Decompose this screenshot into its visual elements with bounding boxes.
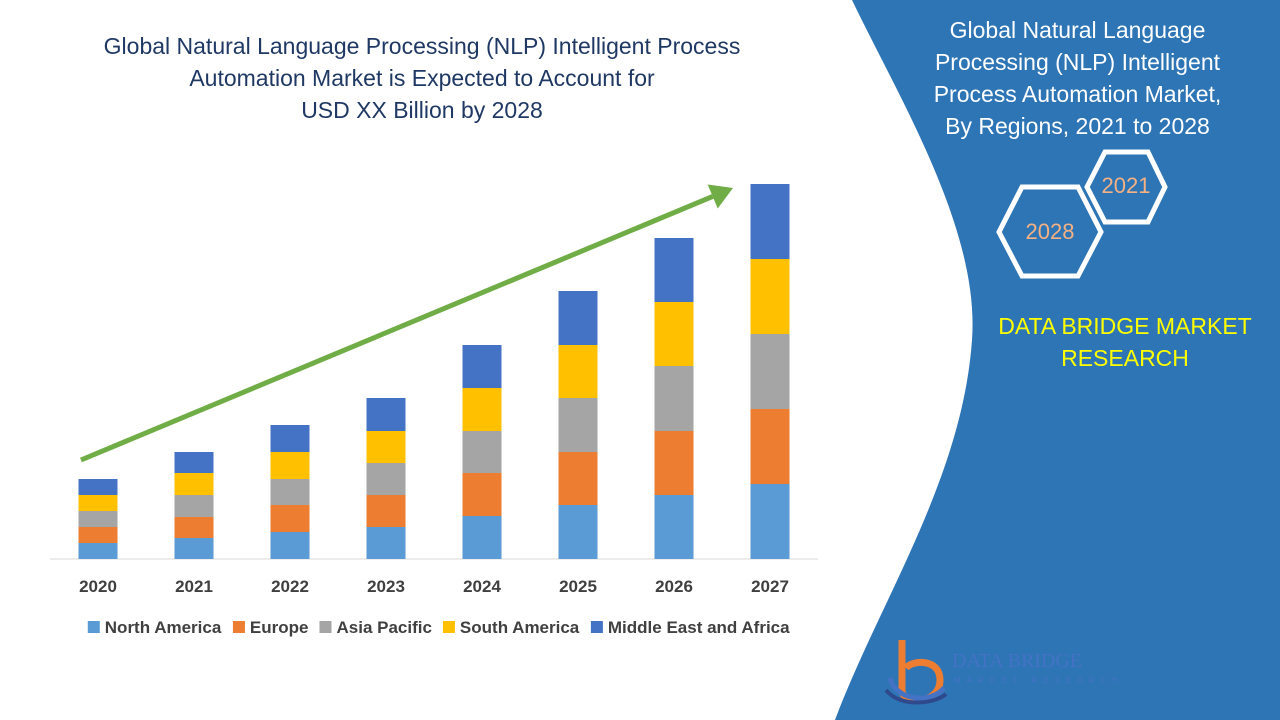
right-panel-shape <box>835 0 1280 720</box>
bar-2026-middle-east-and-africa <box>654 238 694 302</box>
bar-2026-south-america <box>654 302 694 366</box>
x-tick-label: 2026 <box>655 577 693 596</box>
hex-label-2028: 2028 <box>1025 219 1075 244</box>
bar-2027-middle-east-and-africa <box>750 184 790 259</box>
bar-2020-south-america <box>78 495 118 511</box>
legend-swatch-middle-east-and-africa <box>590 621 603 633</box>
bar-2027-north-america <box>750 484 790 559</box>
logo-subtext: MARKET RESEARCH <box>954 676 1124 685</box>
bar-2021-asia-pacific <box>174 495 214 517</box>
bar-2022-europe <box>270 505 310 532</box>
stacked-bar-chart: 2020 2021 2022 2023 2024 2025 2026 2027 North Am… <box>50 184 818 637</box>
bar-2024-europe <box>462 473 502 516</box>
bar-2020-asia-pacific <box>78 511 118 527</box>
bar-2027-south-america <box>750 259 790 334</box>
chart-title-line-2: Automation Market is Expected to Account… <box>189 65 655 91</box>
x-tick-label: 2020 <box>79 577 117 596</box>
legend-label-asia-pacific: Asia Pacific <box>336 618 431 637</box>
legend-swatch-asia-pacific <box>319 621 332 633</box>
bar-2024-middle-east-and-africa <box>462 345 502 388</box>
legend-label-south-america: South America <box>460 618 580 637</box>
legend-swatch-south-america <box>442 621 455 633</box>
logo-text: DATA BRIDGE <box>952 650 1083 672</box>
chart-title-line-1: Global Natural Language Processing (NLP)… <box>103 33 741 59</box>
bar-2022-asia-pacific <box>270 479 310 505</box>
bar-2020-north-america <box>78 543 118 559</box>
x-tick-label: 2022 <box>271 577 309 596</box>
bar-2022-north-america <box>270 532 310 559</box>
bar-2021-middle-east-and-africa <box>174 452 214 473</box>
bar-2026-asia-pacific <box>654 366 694 431</box>
bar-2025-south-america <box>558 345 598 398</box>
bar-2025-middle-east-and-africa <box>558 291 598 345</box>
brand-text-line-2: RESEARCH <box>1061 345 1189 371</box>
bar-2020-middle-east-and-africa <box>78 479 118 495</box>
bar-2023-europe <box>366 495 406 527</box>
x-tick-label: 2023 <box>367 577 405 596</box>
bar-2025-asia-pacific <box>558 398 598 452</box>
hex-label-2021: 2021 <box>1101 173 1151 198</box>
trend-arrow-head <box>707 184 733 209</box>
trend-arrow-line <box>80 194 714 463</box>
hexagon-2028 <box>996 184 1104 279</box>
bar-2026-north-america <box>654 495 694 559</box>
bar-2025-north-america <box>558 505 598 559</box>
chart-title-line-3: USD XX Billion by 2028 <box>301 97 543 123</box>
bar-2024-asia-pacific <box>462 431 502 473</box>
legend-label-europe: Europe <box>250 618 309 637</box>
bar-2023-north-america <box>366 527 406 559</box>
bar-2022-south-america <box>270 452 310 479</box>
x-tick-label: 2021 <box>175 577 213 596</box>
legend-swatch-north-america <box>87 621 100 633</box>
bar-2023-south-america <box>366 431 406 463</box>
bar-2021-europe <box>174 517 214 538</box>
panel-title-line-2: Processing (NLP) Intelligent <box>934 49 1221 75</box>
bar-2023-middle-east-and-africa <box>366 398 406 431</box>
bar-2027-asia-pacific <box>750 334 790 409</box>
chart-title: Global Natural Language Processing (NLP)… <box>60 30 784 126</box>
bar-2022-middle-east-and-africa <box>270 425 310 452</box>
bar-2021-north-america <box>174 538 214 559</box>
bar-2023-asia-pacific <box>366 463 406 495</box>
legend-swatch-europe <box>232 621 245 633</box>
bar-2026-europe <box>654 431 694 495</box>
bar-2024-south-america <box>462 388 502 431</box>
x-tick-label: 2024 <box>463 577 501 596</box>
panel-title-line-1: Global Natural Language <box>949 17 1206 43</box>
brand-text-line-1: DATA BRIDGE MARKET <box>998 313 1252 339</box>
bar-2020-europe <box>78 527 118 543</box>
logo-mark <box>884 640 948 705</box>
x-tick-label: 2027 <box>751 577 789 596</box>
x-tick-label: 2025 <box>559 577 597 596</box>
legend-label-north-america: North America <box>105 618 222 637</box>
panel-title: Global Natural Language Processing (NLP)… <box>900 14 1255 142</box>
brand-text: DATA BRIDGE MARKET RESEARCH <box>980 310 1270 374</box>
hexagon-2021 <box>1084 149 1168 225</box>
bar-2027-europe <box>750 409 790 484</box>
panel-title-line-4: By Regions, 2021 to 2028 <box>945 113 1210 139</box>
bar-2025-europe <box>558 452 598 505</box>
bar-2024-north-america <box>462 516 502 559</box>
legend-label-middle-east-and-africa: Middle East and Africa <box>608 618 790 637</box>
panel-title-line-3: Process Automation Market, <box>933 81 1222 107</box>
bar-2021-south-america <box>174 473 214 495</box>
